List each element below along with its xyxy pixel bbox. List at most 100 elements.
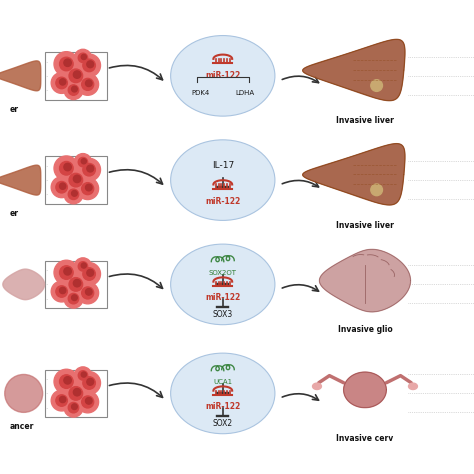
Circle shape xyxy=(73,175,81,182)
Circle shape xyxy=(78,262,88,271)
Circle shape xyxy=(58,374,79,394)
Circle shape xyxy=(78,268,97,287)
Circle shape xyxy=(64,81,83,100)
Circle shape xyxy=(81,263,86,268)
Circle shape xyxy=(74,367,91,384)
Text: er: er xyxy=(9,209,18,218)
Circle shape xyxy=(74,258,91,275)
Circle shape xyxy=(78,263,100,285)
Text: Invasive cerv: Invasive cerv xyxy=(337,434,393,443)
Text: IL-17: IL-17 xyxy=(212,162,234,170)
Text: SOX3: SOX3 xyxy=(213,310,233,319)
Circle shape xyxy=(82,396,94,408)
FancyBboxPatch shape xyxy=(45,156,107,204)
Circle shape xyxy=(68,402,79,413)
Text: miR-122: miR-122 xyxy=(205,71,240,80)
Ellipse shape xyxy=(409,383,418,390)
Text: miR-122: miR-122 xyxy=(205,293,240,302)
Circle shape xyxy=(78,377,97,396)
Circle shape xyxy=(77,178,99,200)
Circle shape xyxy=(64,64,88,88)
Circle shape xyxy=(54,52,79,76)
Circle shape xyxy=(78,59,97,78)
Circle shape xyxy=(51,281,72,302)
Circle shape xyxy=(60,57,73,71)
Text: Invasive liver: Invasive liver xyxy=(336,117,394,125)
Circle shape xyxy=(69,278,82,291)
Circle shape xyxy=(82,287,94,299)
Circle shape xyxy=(87,378,94,385)
Circle shape xyxy=(78,158,100,181)
Circle shape xyxy=(87,165,94,172)
Circle shape xyxy=(64,164,71,171)
Circle shape xyxy=(67,77,84,94)
Polygon shape xyxy=(0,61,41,91)
Circle shape xyxy=(60,79,66,85)
Circle shape xyxy=(51,73,72,93)
Ellipse shape xyxy=(171,140,275,220)
Ellipse shape xyxy=(171,36,275,116)
Text: Invasive liver: Invasive liver xyxy=(336,221,394,229)
Circle shape xyxy=(74,49,91,66)
Circle shape xyxy=(64,398,83,417)
Text: miR-122: miR-122 xyxy=(205,197,240,206)
Circle shape xyxy=(64,59,71,66)
Circle shape xyxy=(73,71,81,78)
Circle shape xyxy=(81,55,86,60)
Circle shape xyxy=(54,156,79,181)
Circle shape xyxy=(58,264,79,285)
Circle shape xyxy=(73,280,81,287)
Circle shape xyxy=(68,293,79,304)
Circle shape xyxy=(64,381,88,406)
Circle shape xyxy=(85,80,92,87)
Circle shape xyxy=(68,85,79,95)
Circle shape xyxy=(56,286,67,297)
FancyBboxPatch shape xyxy=(45,370,107,417)
Circle shape xyxy=(56,182,67,193)
Circle shape xyxy=(69,69,82,82)
Circle shape xyxy=(87,269,94,276)
Circle shape xyxy=(64,272,88,297)
Circle shape xyxy=(371,184,383,196)
Ellipse shape xyxy=(171,353,275,434)
Circle shape xyxy=(74,154,91,171)
Polygon shape xyxy=(3,269,45,300)
Polygon shape xyxy=(303,144,405,205)
Ellipse shape xyxy=(312,383,321,390)
Circle shape xyxy=(78,54,100,77)
Text: LDHA: LDHA xyxy=(236,90,255,96)
Circle shape xyxy=(64,185,83,204)
Text: Invasive glio: Invasive glio xyxy=(337,325,392,334)
Circle shape xyxy=(58,56,79,77)
Circle shape xyxy=(60,266,73,279)
Circle shape xyxy=(77,73,99,95)
Circle shape xyxy=(64,289,83,308)
Polygon shape xyxy=(319,249,410,312)
Circle shape xyxy=(60,375,73,388)
Circle shape xyxy=(85,289,92,295)
Circle shape xyxy=(56,77,67,89)
Text: SOX2: SOX2 xyxy=(213,419,233,428)
FancyBboxPatch shape xyxy=(45,52,107,100)
Circle shape xyxy=(72,86,77,92)
Circle shape xyxy=(78,164,97,182)
Circle shape xyxy=(67,181,84,198)
Circle shape xyxy=(83,59,95,72)
Circle shape xyxy=(77,282,99,304)
Circle shape xyxy=(54,369,79,394)
Circle shape xyxy=(87,61,94,68)
Text: SOX2OT: SOX2OT xyxy=(209,270,237,276)
Circle shape xyxy=(5,374,43,412)
Polygon shape xyxy=(344,372,386,408)
Circle shape xyxy=(73,389,81,396)
Circle shape xyxy=(85,398,92,404)
Polygon shape xyxy=(0,165,41,195)
Circle shape xyxy=(83,377,95,389)
Circle shape xyxy=(77,391,99,413)
Circle shape xyxy=(85,184,92,191)
Circle shape xyxy=(67,394,84,411)
FancyBboxPatch shape xyxy=(45,261,107,308)
Circle shape xyxy=(83,268,95,280)
Circle shape xyxy=(60,396,66,402)
Circle shape xyxy=(81,159,86,164)
